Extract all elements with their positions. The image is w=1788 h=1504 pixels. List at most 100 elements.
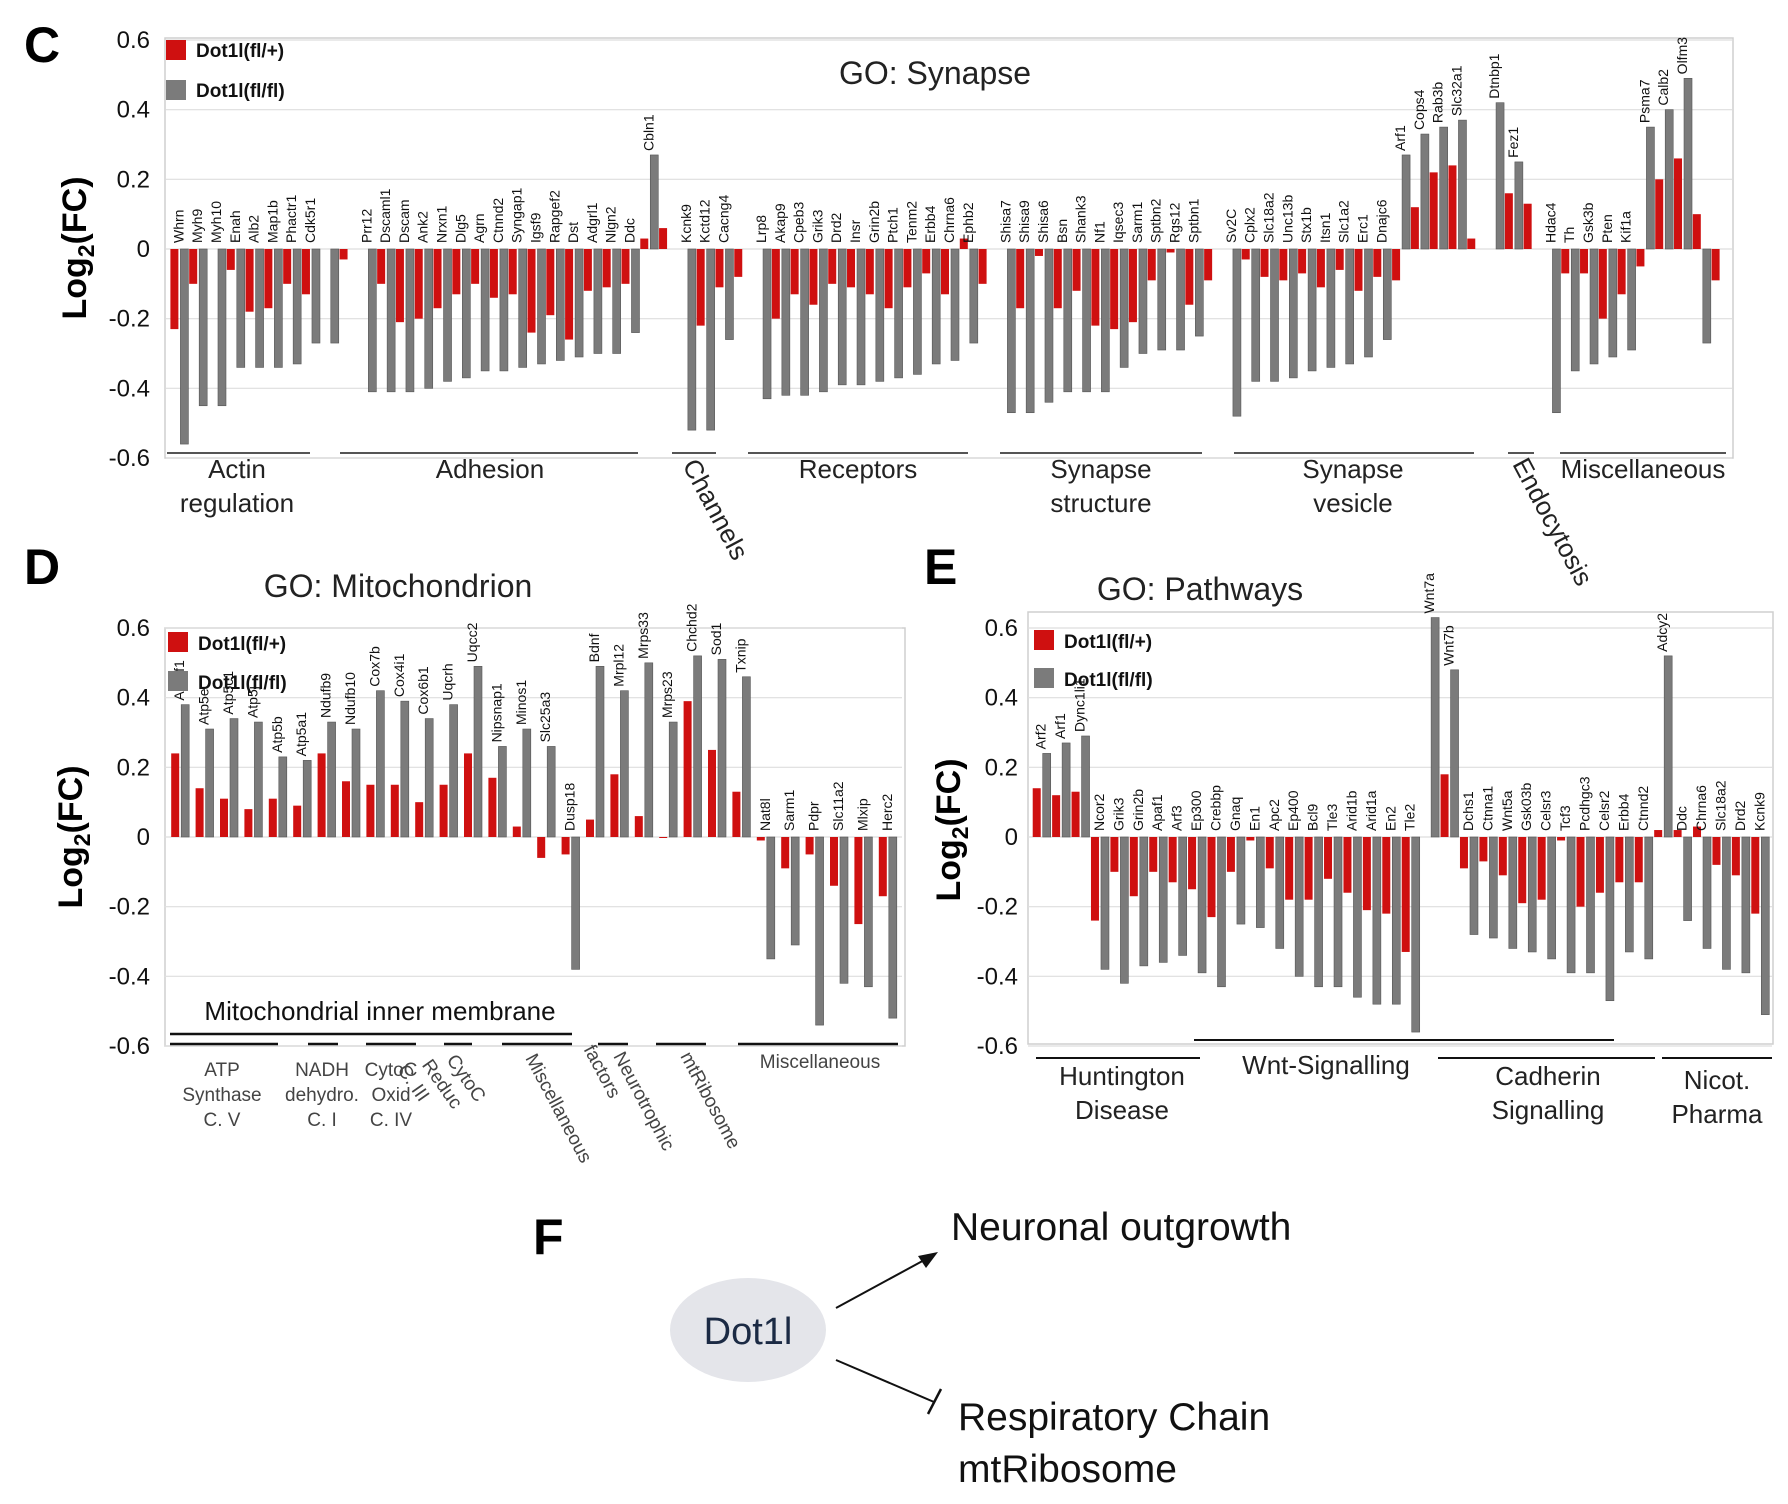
bar-ko xyxy=(449,704,458,838)
gene-label: Dscaml1 xyxy=(377,188,393,243)
bar-het xyxy=(268,798,277,837)
gene-label: Olfm3 xyxy=(1674,37,1690,75)
bar-ko xyxy=(1495,102,1505,250)
gene-label: Tcf3 xyxy=(1557,805,1573,831)
bar-het xyxy=(537,837,546,858)
gene-label: Rab3b xyxy=(1430,82,1446,123)
y-axis-label-d: Log2(FC) xyxy=(52,765,95,908)
gene-label: Tle3 xyxy=(1324,804,1340,831)
gene-label: Sv2C xyxy=(1223,209,1239,243)
bar-het xyxy=(854,837,863,925)
gene-label: Grin2b xyxy=(1130,789,1146,831)
gene-label: Erbb4 xyxy=(922,205,938,243)
group-label-synapse-vesicle: Synapse vesicle xyxy=(1302,454,1403,518)
group-label-cadherin: Cadherin Signalling xyxy=(1492,1061,1605,1125)
gene-label: Ptch1 xyxy=(885,207,901,243)
y-tick-label: -0.4 xyxy=(109,375,150,402)
bar-het xyxy=(1654,830,1663,837)
bar-het xyxy=(1580,249,1589,274)
gene-label: Nf1 xyxy=(1091,221,1107,243)
gene-label: Dtnbp1 xyxy=(1486,53,1502,98)
gene-label: Prr12 xyxy=(358,209,374,243)
gene-label: Ep400 xyxy=(1285,790,1301,831)
gene-label: Sptbn2 xyxy=(1148,198,1164,243)
bar-ko xyxy=(1025,248,1035,414)
bar-het xyxy=(189,249,198,284)
bar-het xyxy=(1241,249,1250,260)
bar-ko xyxy=(693,655,702,838)
gene-label: Minos1 xyxy=(513,680,529,725)
bar-ko xyxy=(790,836,800,946)
bar-ko xyxy=(1044,248,1054,403)
y-tick-label: -0.2 xyxy=(109,894,150,921)
gene-label: Kcnk9 xyxy=(1751,792,1767,831)
bar-ko xyxy=(327,721,336,838)
gene-label: Chchd2 xyxy=(684,603,700,651)
gene-label: Nlgn2 xyxy=(603,206,619,243)
bar-ko xyxy=(725,248,734,340)
bar-het xyxy=(1410,207,1419,249)
bar-het xyxy=(264,249,273,309)
bar-ko xyxy=(913,248,922,375)
bar-het xyxy=(283,249,292,284)
activation-arrowhead xyxy=(918,1252,938,1268)
bar-ko xyxy=(1364,248,1373,358)
gene-label: Slc32a1 xyxy=(1448,65,1464,116)
legend-swatch-het-e xyxy=(1034,630,1054,650)
y-ticks-e: 0.6 0.4 0.2 0 -0.2 -0.4 -0.6 xyxy=(977,615,1018,1060)
bar-het xyxy=(1204,249,1213,281)
bar-het xyxy=(805,837,814,855)
bar-het xyxy=(1316,249,1325,288)
gene-label: Nipsnap1 xyxy=(488,683,504,742)
gene-label: Grik3 xyxy=(1110,797,1126,831)
bar-het xyxy=(244,809,253,837)
gene-label: Drd2 xyxy=(828,212,844,243)
panel-e: E GO: Pathways 0.6 0.4 0.2 0 -0.2 -0.4 -0.6 Lo… xyxy=(924,539,1774,1129)
gene-label: Ephb2 xyxy=(960,202,976,243)
legend-label-het-e: Dot1l(fl/+) xyxy=(1064,632,1152,653)
bar-het xyxy=(1279,249,1288,281)
bar-ko xyxy=(1547,836,1556,960)
bar-het xyxy=(1128,249,1137,323)
y-tick-label: -0.6 xyxy=(109,1033,150,1060)
bar-het xyxy=(1693,826,1702,837)
y-tick-label: -0.6 xyxy=(977,1033,1018,1060)
legend-swatch-ko-e xyxy=(1034,668,1054,688)
bar-het xyxy=(508,249,517,295)
legend-label-ko-c: Dot1l(fl/fl) xyxy=(196,81,285,102)
bar-ko xyxy=(229,718,239,838)
bar-het xyxy=(1147,249,1156,281)
chart-title-e: GO: Pathways xyxy=(1097,571,1303,607)
bar-ko xyxy=(274,248,283,368)
bar-het xyxy=(171,753,180,837)
gene-label: Dusp18 xyxy=(562,783,578,831)
gene-label: Ctnnd2 xyxy=(1635,786,1651,831)
bar-het xyxy=(1615,837,1624,883)
bar-het xyxy=(546,249,555,316)
bar-ko xyxy=(400,700,410,838)
bar-ko xyxy=(1608,248,1618,358)
bar-ko xyxy=(480,248,490,372)
gene-label: Shank3 xyxy=(1073,195,1089,243)
bar-ko xyxy=(255,248,264,368)
bar-het xyxy=(1090,837,1099,921)
gene-labels-c: Whrn Myh9 Myh10 Enah Alb2 Map1b Phactr1 Cdk5r1 P… xyxy=(170,37,1690,243)
bar-ko xyxy=(1082,248,1091,393)
gene-label: Slc18a2 xyxy=(1712,780,1728,831)
bar-ko xyxy=(950,248,960,361)
bar-het xyxy=(220,798,228,837)
gene-label: Rgs12 xyxy=(1167,202,1183,243)
bar-ko xyxy=(311,248,321,344)
bar-ko xyxy=(1195,248,1204,337)
gene-label: Stx1b xyxy=(1298,207,1314,243)
bar-ko xyxy=(1232,248,1242,417)
bar-ko xyxy=(198,248,208,407)
bar-het xyxy=(1149,837,1158,872)
inhibition-line xyxy=(835,1359,935,1403)
y-tick-label: -0.4 xyxy=(109,963,150,990)
bar-ko xyxy=(1158,836,1168,963)
gene-label: Herc2 xyxy=(879,793,895,831)
bars-d xyxy=(171,655,898,1026)
bar-ko xyxy=(278,756,288,838)
bar-het xyxy=(1731,837,1740,876)
